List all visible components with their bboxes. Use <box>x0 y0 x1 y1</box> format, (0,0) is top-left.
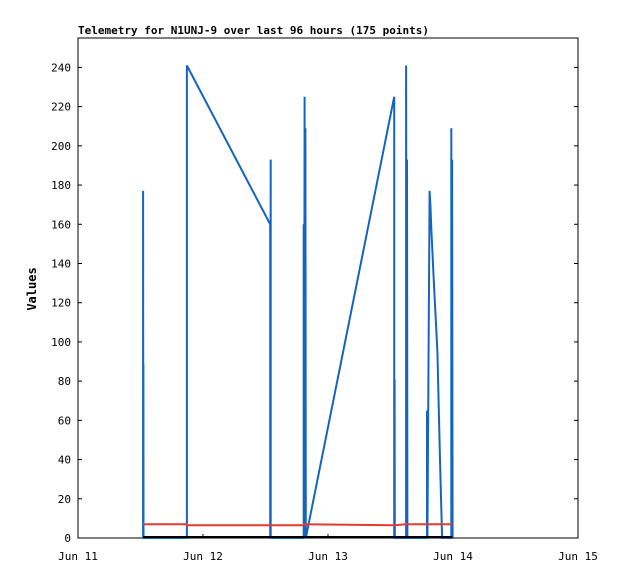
series-line-1 <box>142 65 454 539</box>
y-tick-label: 180 <box>51 179 71 192</box>
y-tick-label: 60 <box>58 414 71 427</box>
x-tick-label: Jun 13 <box>308 550 348 563</box>
y-axis-ticks: 0 20 40 60 80 100 120 140 160 180 200 220 240 <box>51 61 578 545</box>
y-tick-label: 200 <box>51 140 71 153</box>
chart-title: Telemetry for N1UNJ-9 over last 96 hours… <box>78 24 429 37</box>
y-tick-label: 100 <box>51 336 71 349</box>
x-tick-label: Jun 14 <box>433 550 473 563</box>
x-tick-label: Jun 12 <box>183 550 223 563</box>
y-tick-label: 0 <box>64 532 71 545</box>
y-tick-label: 80 <box>58 375 71 388</box>
y-tick-label: 20 <box>58 493 71 506</box>
y-axis-label: Values <box>25 267 39 310</box>
y-tick-label: 40 <box>58 454 71 467</box>
x-axis-ticks: Jun 11 Jun 12 Jun 13 Jun 14 Jun 15 <box>58 534 598 563</box>
y-tick-label: 160 <box>51 218 71 231</box>
plot-area <box>77 37 579 539</box>
x-tick-label: Jun 15 <box>558 550 598 563</box>
series-layer <box>142 65 454 539</box>
y-tick-label: 240 <box>51 61 71 74</box>
y-tick-label: 140 <box>51 257 71 270</box>
series-line-2 <box>143 523 453 527</box>
x-tick-label: Jun 11 <box>58 550 98 563</box>
y-tick-label: 120 <box>51 297 71 310</box>
y-tick-label: 220 <box>51 101 71 114</box>
